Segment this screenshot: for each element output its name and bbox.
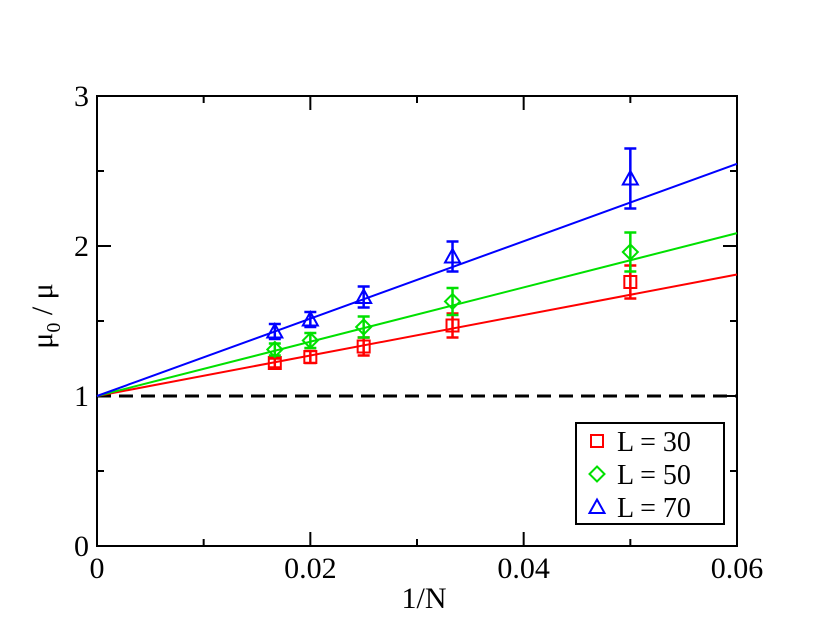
data-point — [303, 350, 318, 364]
y-axis-label-subscript: 0 — [43, 323, 65, 333]
legend-box — [575, 422, 725, 525]
y-axis-label-rest: / μ — [26, 283, 59, 322]
legend-marker — [590, 434, 604, 448]
x-axis-label: 1/N — [402, 582, 447, 615]
data-point — [301, 331, 320, 350]
legend-marker — [587, 497, 607, 514]
x-tick-label: 0.02 — [284, 552, 337, 585]
x-tick-label: 0.06 — [711, 552, 764, 585]
y-tick-label: 0 — [74, 530, 89, 563]
data-point — [443, 246, 462, 264]
data-point — [354, 287, 373, 304]
data-point — [354, 318, 373, 336]
data-point — [443, 292, 462, 311]
legend-label: L = 50 — [617, 460, 691, 491]
data-point — [265, 340, 284, 359]
legend-label: L = 30 — [617, 427, 691, 458]
fit-line — [96, 162, 738, 397]
data-point — [265, 321, 285, 339]
y-tick-label: 2 — [74, 230, 89, 263]
fit-line — [96, 273, 738, 397]
fit-lines — [96, 162, 738, 398]
x-tick-label: 0 — [90, 552, 105, 585]
x-tick-label: 0.04 — [497, 552, 550, 585]
y-axis-label-mu: μ — [26, 333, 59, 349]
legend-marker — [588, 465, 606, 483]
fit-line — [96, 232, 738, 397]
y-tick-label: 1 — [74, 380, 89, 413]
data-point — [356, 339, 371, 354]
legend-label: L = 70 — [617, 493, 691, 524]
data-point — [623, 275, 638, 289]
y-tick-label: 3 — [74, 80, 89, 113]
legend: L = 30L = 50L = 70 — [575, 422, 725, 525]
data-point — [445, 318, 460, 333]
data-points — [265, 147, 640, 370]
data-point — [621, 168, 640, 186]
y-axis-label: μ0 / μ — [26, 283, 65, 349]
data-point — [301, 309, 320, 327]
svg-text:μ0 / μ: μ0 / μ — [26, 283, 65, 349]
data-point — [621, 243, 640, 261]
axis-ticks: 0 0.02 0.04 0.06 0 1 2 3 — [74, 80, 763, 585]
